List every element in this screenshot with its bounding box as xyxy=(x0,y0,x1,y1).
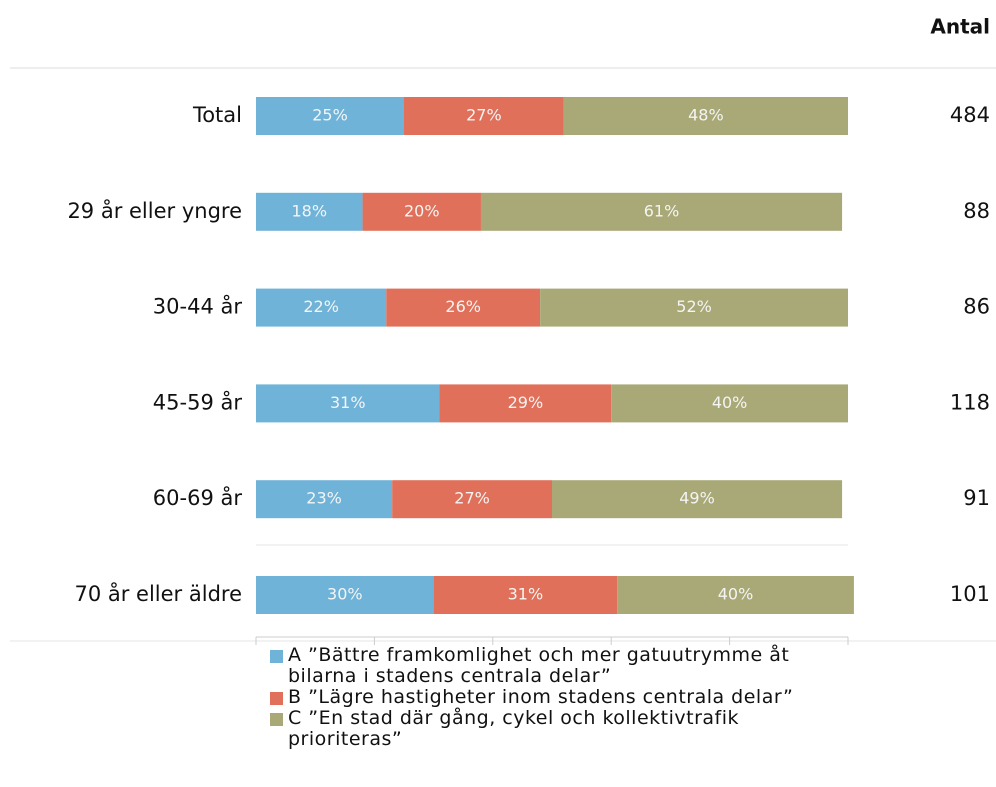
bar-label: 31% xyxy=(508,585,544,604)
bar-label: 30% xyxy=(327,585,363,604)
bar-label: 25% xyxy=(312,106,348,125)
bar-label: 22% xyxy=(303,297,339,316)
category-label: 30-44 år xyxy=(153,294,243,319)
category-label: 45-59 år xyxy=(153,389,243,414)
category-label: Total xyxy=(192,103,242,127)
legend-label: C ”En stad där gång, cykel och kollektiv… xyxy=(288,707,739,750)
bar-segment xyxy=(433,576,618,614)
bar-segment xyxy=(552,480,843,519)
bar-segment xyxy=(256,576,434,614)
bar-label: 23% xyxy=(306,489,342,508)
bar-label: 40% xyxy=(718,585,754,604)
bar-segment xyxy=(256,192,363,231)
bar-segment xyxy=(256,384,440,423)
legend-label: B ”Lägre hastigheter inom stadens centra… xyxy=(288,686,794,708)
bar-segment xyxy=(256,97,404,135)
bar-label: 31% xyxy=(330,393,366,412)
legend-item: C ”En stad där gång, cykel och kollektiv… xyxy=(270,708,850,750)
count-value: 118 xyxy=(950,390,990,414)
bar-label: 48% xyxy=(688,106,724,125)
count-header: Antal xyxy=(930,15,990,39)
bar-label: 52% xyxy=(676,297,712,316)
bar-segment xyxy=(386,288,541,327)
bar-label: 26% xyxy=(445,297,481,316)
bar-label: 61% xyxy=(644,201,680,220)
count-value: 86 xyxy=(963,295,990,319)
bar-label: 27% xyxy=(454,489,490,508)
legend-item: B ”Lägre hastigheter inom stadens centra… xyxy=(270,687,850,708)
count-value: 101 xyxy=(950,582,990,606)
bar-label: 20% xyxy=(404,201,440,220)
bar-segment xyxy=(256,288,387,327)
bar-label: 49% xyxy=(679,489,715,508)
count-value: 91 xyxy=(963,486,990,510)
legend-label: A ”Bättre framkomlighet och mer gatuutry… xyxy=(288,644,790,687)
count-value: 484 xyxy=(950,103,990,127)
legend-swatch xyxy=(270,650,283,663)
legend-swatch xyxy=(270,692,283,705)
legend-item: A ”Bättre framkomlighet och mer gatuutry… xyxy=(270,645,850,687)
category-label: 60-69 år xyxy=(153,485,243,510)
bar-segment xyxy=(362,192,481,231)
bar-segment xyxy=(392,480,552,519)
bar-segment xyxy=(540,288,848,327)
category-label: 29 år eller yngre xyxy=(67,198,242,223)
bar-label: 18% xyxy=(291,201,327,220)
bar-segment xyxy=(404,97,564,135)
bar-segment xyxy=(617,576,854,614)
bar-segment xyxy=(480,192,843,231)
bar-segment xyxy=(563,97,848,135)
legend-swatch xyxy=(270,713,283,726)
bar-segment xyxy=(439,384,612,423)
category-label: 70 år eller äldre xyxy=(74,581,242,606)
count-value: 88 xyxy=(963,199,990,223)
legend: A ”Bättre framkomlighet och mer gatuutry… xyxy=(270,645,850,750)
bar-label: 40% xyxy=(712,393,748,412)
bar-label: 27% xyxy=(466,106,502,125)
bar-segment xyxy=(256,480,393,519)
bar-label: 29% xyxy=(508,393,544,412)
bar-segment xyxy=(611,384,848,423)
